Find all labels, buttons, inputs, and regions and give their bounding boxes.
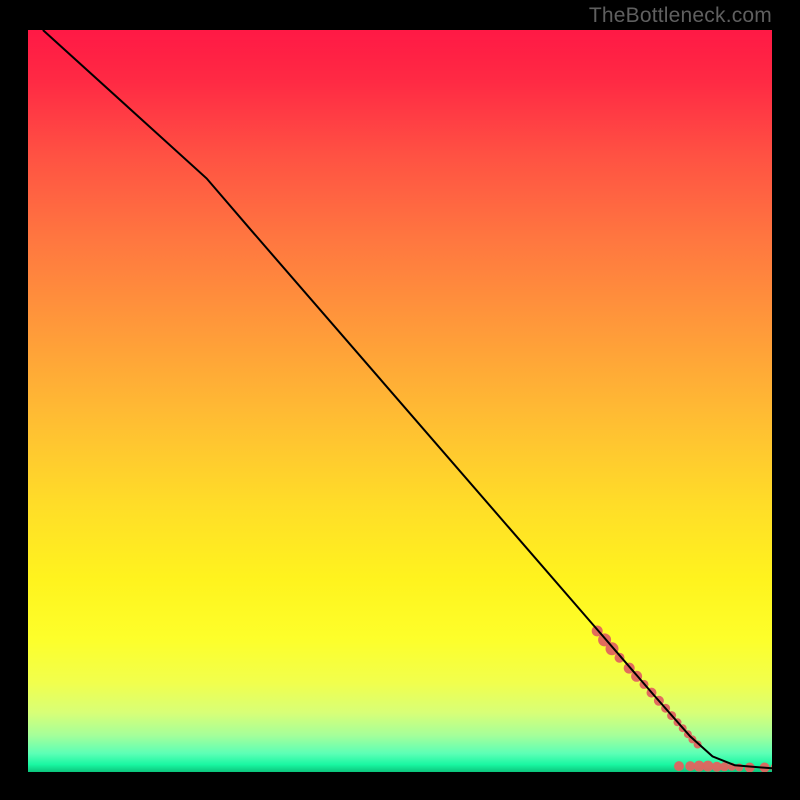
chart-area [28,30,772,772]
scatter-point [674,761,684,771]
watermark-text: TheBottleneck.com [589,4,772,28]
chart-svg [28,30,772,772]
scatter-point [720,762,729,771]
scatter-point [703,761,714,772]
